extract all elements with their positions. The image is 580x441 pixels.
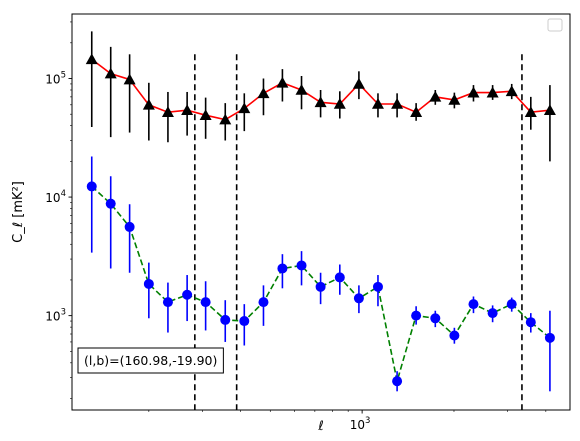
data-point: [392, 376, 403, 387]
data-point: [352, 77, 365, 89]
data-point: [295, 83, 308, 95]
x-tick-label: 103: [350, 416, 371, 432]
data-point: [372, 281, 383, 292]
legend: [547, 18, 563, 32]
data-point: [506, 299, 517, 310]
data-point: [258, 297, 269, 308]
y-tick-label: 104: [45, 189, 66, 205]
data-point: [182, 289, 193, 300]
data-point: [467, 86, 480, 98]
data-point: [276, 76, 289, 88]
data-point: [296, 260, 307, 271]
data-point: [219, 113, 232, 125]
data-point: [143, 278, 154, 289]
annotation: (l,b)=(160.98,-19.90): [77, 347, 224, 374]
annotation-text: (l,b)=(160.98,-19.90): [84, 353, 217, 368]
data-point: [239, 316, 250, 327]
data-point: [448, 93, 461, 105]
data-point: [505, 85, 518, 97]
data-point: [449, 330, 460, 341]
data-point: [391, 97, 404, 109]
data-point: [199, 109, 212, 121]
plot-frame: [71, 13, 571, 411]
data-point: [142, 98, 155, 110]
data-point: [353, 293, 364, 304]
data-point: [277, 263, 288, 274]
series-layer: [85, 31, 556, 392]
data-point: [468, 299, 479, 310]
y-tick-label: 103: [45, 308, 66, 324]
y-tick-label: 105: [45, 71, 66, 87]
x-axis-label: ℓ: [317, 419, 323, 434]
data-point: [85, 53, 98, 65]
data-point: [430, 313, 441, 324]
axis-ticks: 103 103 104 105: [45, 21, 547, 432]
annotation-box: [77, 347, 224, 374]
data-point: [104, 67, 117, 79]
data-point: [525, 317, 536, 328]
data-point: [429, 90, 442, 102]
data-point: [411, 310, 422, 321]
data-point: [410, 106, 423, 117]
data-point: [257, 87, 270, 99]
axis-labels: ℓ C_ℓ [mK²]: [11, 181, 324, 434]
data-point: [314, 96, 327, 108]
data-point: [181, 104, 194, 116]
data-point: [200, 297, 211, 308]
data-point: [105, 198, 116, 209]
data-point: [486, 86, 499, 98]
data-point: [124, 221, 135, 232]
data-point: [487, 308, 498, 319]
data-point: [162, 297, 173, 308]
data-point: [371, 97, 384, 109]
data-point: [334, 272, 345, 283]
data-point: [315, 281, 326, 292]
data-point: [543, 104, 556, 116]
y-axis-label: C_ℓ [mK²]: [11, 181, 26, 243]
data-point: [86, 181, 97, 192]
data-point: [238, 102, 251, 114]
data-point: [123, 73, 136, 85]
data-point: [220, 314, 231, 325]
data-point: [161, 106, 174, 117]
data-point: [524, 106, 537, 117]
data-point: [544, 332, 555, 343]
data-point: [333, 97, 346, 109]
legend-box: [547, 18, 563, 32]
